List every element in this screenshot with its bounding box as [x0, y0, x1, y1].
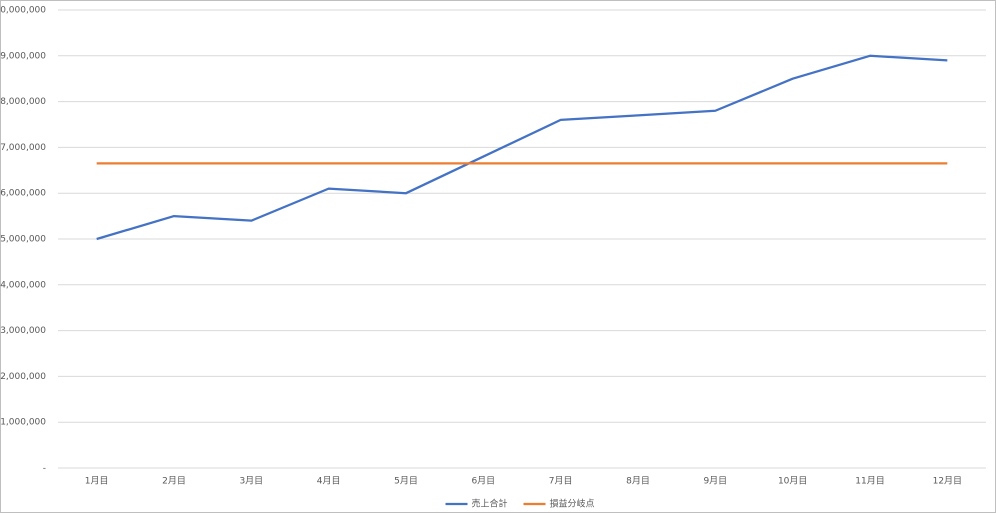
- y-tick-label: 3,000,000: [0, 326, 46, 336]
- x-tick-label: 2月目: [162, 476, 186, 487]
- x-tick-label: 8月目: [626, 476, 650, 487]
- y-tick-label: 8,000,000: [0, 97, 46, 107]
- x-tick-label: 4月目: [317, 476, 341, 487]
- y-tick-label: 1,000,000: [0, 418, 46, 428]
- y-tick-label: 5,000,000: [0, 235, 46, 245]
- x-tick-label: 5月目: [394, 476, 418, 487]
- y-tick-label: 6,000,000: [0, 189, 46, 199]
- x-tick-label: 9月目: [703, 476, 727, 487]
- x-tick-label: 11月目: [855, 476, 884, 487]
- x-tick-label: 12月目: [933, 476, 962, 487]
- series-line: [96, 54, 948, 241]
- x-tick-label: 7月目: [549, 476, 573, 487]
- y-tick-label: -: [43, 464, 46, 474]
- legend-label: 売上合計: [472, 498, 508, 510]
- y-tick-label: 9,000,000: [0, 51, 46, 61]
- x-tick-label: 3月目: [239, 476, 263, 487]
- x-tick-label: 6月目: [471, 476, 495, 487]
- x-tick-label: 10月目: [778, 476, 807, 487]
- y-tick-label: 10,000,000: [0, 6, 46, 16]
- y-tick-label: 7,000,000: [0, 143, 46, 153]
- legend-label: 損益分岐点: [550, 498, 595, 510]
- x-tick-label: 1月目: [85, 476, 109, 487]
- y-tick-label: 2,000,000: [0, 372, 46, 382]
- y-tick-label: 4,000,000: [0, 280, 46, 290]
